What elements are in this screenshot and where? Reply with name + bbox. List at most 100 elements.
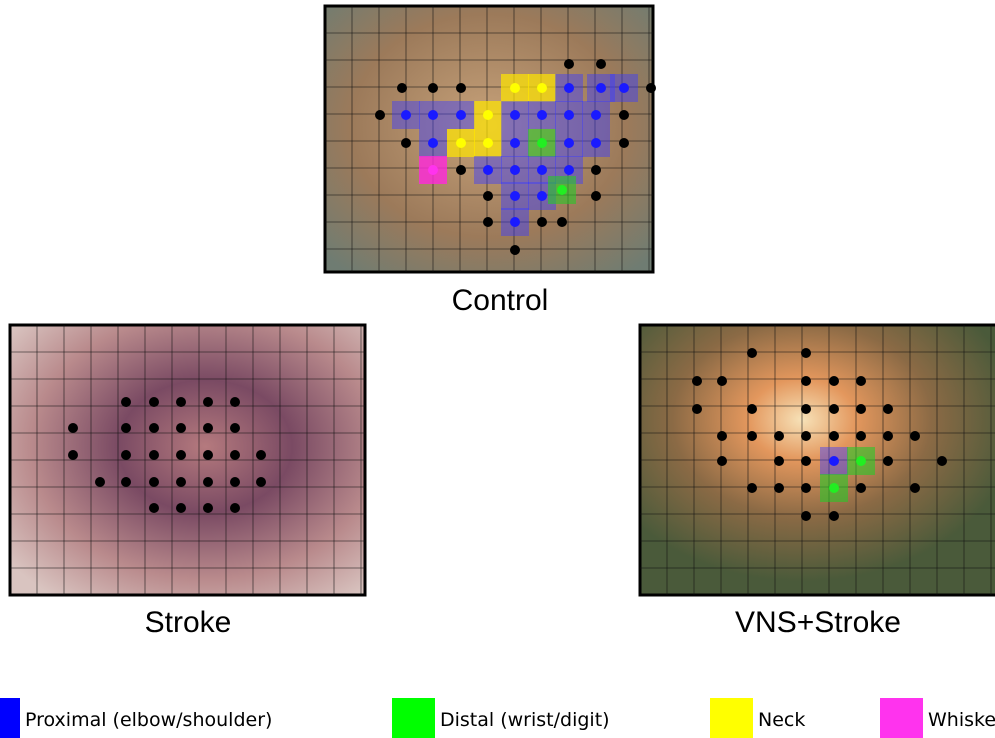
electrode [883, 456, 893, 466]
electrode [149, 423, 159, 433]
electrode [149, 450, 159, 460]
electrode [510, 110, 520, 120]
legend-swatch [710, 698, 753, 738]
electrode [596, 59, 606, 69]
electrode [203, 503, 213, 513]
electrode [883, 431, 893, 441]
electrode [937, 456, 947, 466]
electrode [428, 138, 438, 148]
electrode [176, 397, 186, 407]
electrode [483, 138, 493, 148]
legend-label: Proximal (elbow/shoulder) [25, 709, 272, 731]
electrode [591, 138, 601, 148]
electrode [230, 423, 240, 433]
electrode [401, 110, 411, 120]
electrode [537, 165, 547, 175]
figure: Control Stroke VNS+Stroke Proximal (elbo… [0, 0, 995, 738]
electrode [121, 450, 131, 460]
electrode [428, 83, 438, 93]
electrode [747, 348, 757, 358]
electrode [646, 83, 656, 93]
electrode [176, 450, 186, 460]
panel-label: Control [452, 284, 549, 317]
electrode [564, 110, 574, 120]
electrode [801, 431, 811, 441]
electrode [747, 404, 757, 414]
electrode [149, 397, 159, 407]
electrode [692, 376, 702, 386]
electrode [95, 477, 105, 487]
electrode [829, 431, 839, 441]
electrode [537, 110, 547, 120]
electrode [456, 83, 466, 93]
electrode [619, 83, 629, 93]
electrode [717, 376, 727, 386]
electrode [230, 450, 240, 460]
electrode [483, 165, 493, 175]
electrode [564, 59, 574, 69]
electrode [203, 450, 213, 460]
panel-label: Stroke [145, 606, 232, 639]
electrode [747, 483, 757, 493]
panel-label: VNS+Stroke [735, 606, 901, 639]
electrode [856, 376, 866, 386]
electrode [856, 431, 866, 441]
electrode [537, 83, 547, 93]
page: {"panels": [{"label": "Control"}, {"labe… [0, 0, 995, 738]
legend-swatch [880, 698, 923, 738]
electrode [375, 110, 385, 120]
electrode [747, 431, 757, 441]
electrode [428, 110, 438, 120]
electrode [483, 217, 493, 227]
electrode [230, 503, 240, 513]
electrode [801, 483, 811, 493]
electrode [591, 110, 601, 120]
electrode [774, 483, 784, 493]
electrode [121, 477, 131, 487]
electrode [801, 511, 811, 521]
electrode [428, 165, 438, 175]
electrode [801, 376, 811, 386]
electrode [557, 185, 567, 195]
electrode [717, 431, 727, 441]
electrode [856, 404, 866, 414]
electrode [692, 404, 702, 414]
electrode [829, 456, 839, 466]
electrode [856, 483, 866, 493]
legend-swatch [0, 698, 20, 738]
electrode [510, 83, 520, 93]
electrode [596, 83, 606, 93]
electrode [149, 477, 159, 487]
electrode [856, 456, 866, 466]
electrode [483, 110, 493, 120]
electrode [557, 217, 567, 227]
electrode [564, 83, 574, 93]
electrode [176, 477, 186, 487]
electrode [801, 456, 811, 466]
electrode [176, 423, 186, 433]
electrode [619, 110, 629, 120]
electrode [149, 503, 159, 513]
electrode [910, 483, 920, 493]
electrode [537, 138, 547, 148]
legend-label: Neck [758, 709, 805, 731]
electrode [591, 191, 601, 201]
electrode [510, 245, 520, 255]
electrode [829, 511, 839, 521]
electrode [203, 397, 213, 407]
electrode [774, 456, 784, 466]
electrode [456, 165, 466, 175]
electrode [829, 483, 839, 493]
electrode [774, 431, 784, 441]
electrode [203, 477, 213, 487]
electrode [619, 138, 629, 148]
electrode [591, 165, 601, 175]
electrode [456, 110, 466, 120]
electrode [910, 431, 920, 441]
legend-swatch [392, 698, 435, 738]
electrode [537, 191, 547, 201]
electrode [456, 138, 466, 148]
electrode [801, 404, 811, 414]
legend-label: Whisker [928, 709, 995, 731]
electrode [717, 456, 727, 466]
